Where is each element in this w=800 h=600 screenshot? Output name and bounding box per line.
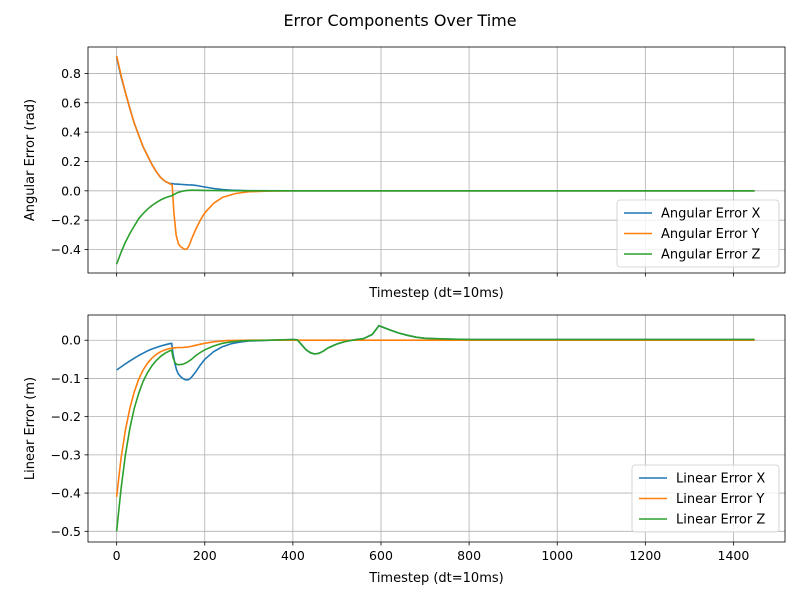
linear-x-tick-label: 600	[369, 548, 393, 563]
linear-legend-label: Linear Error X	[676, 472, 765, 487]
linear-series-line-1	[116, 324, 755, 381]
angular-legend-label: Angular Error Y	[661, 227, 759, 242]
figure-title: Error Components Over Time	[283, 11, 516, 30]
linear-y-tick-label: −0.2	[51, 409, 81, 424]
linear-x-tick-label: 1200	[629, 548, 661, 563]
angular-legend-box	[616, 199, 780, 268]
angular-legend-label: Angular Error Z	[661, 248, 760, 263]
linear-y-tick-label: −0.4	[51, 486, 81, 501]
linear-legend: Linear Error X Linear Error Y Linear Error…	[631, 464, 780, 533]
linear-x-tick-label: 1400	[718, 548, 750, 563]
angular-y-tick-label: 0.4	[61, 125, 81, 140]
angular-series-lines	[115, 55, 755, 265]
angular-y-axis-label: Angular Error (rad)	[23, 99, 38, 221]
linear-legend-box	[631, 464, 780, 533]
angular-legend: Angular Error X Angular Error Y Angular Er…	[616, 199, 780, 268]
linear-series-line-3	[115, 324, 755, 532]
angular-x-axis-label: Timestep (dt=10ms)	[368, 286, 503, 301]
angular-series-line-3	[115, 189, 755, 265]
linear-x-tick-label: 1000	[541, 548, 573, 563]
linear-y-axis-label: Linear Error (m)	[23, 377, 38, 480]
linear-y-tick-label: −0.3	[51, 447, 81, 462]
linear-error-subplot: 0 200 400 600 800 1000 1200 1400 −0.5 −0.4 −0.3 −0.…	[23, 314, 786, 586]
angular-y-tick-label: 0.8	[61, 66, 81, 81]
linear-legend-label: Linear Error Y	[676, 492, 764, 507]
angular-series-line-1	[115, 57, 755, 192]
linear-y-tick-label: −0.1	[51, 371, 81, 386]
linear-ticks: 0 200 400 600 800 1000 1200 1400 −0.5 −0.4 −0.3 −0.…	[51, 333, 750, 563]
angular-legend-label: Angular Error X	[661, 207, 760, 222]
linear-x-tick-label: 200	[193, 548, 217, 563]
linear-axes-frame	[87, 314, 786, 543]
linear-series-lines	[115, 324, 755, 532]
linear-legend-label: Linear Error Z	[676, 513, 765, 528]
linear-y-tick-label: 0.0	[61, 333, 81, 348]
angular-y-tick-label: 0.6	[61, 95, 81, 110]
angular-error-subplot: −0.4 −0.2 0.0 0.2 0.4 0.6 0.8 Timestep (dt=10m…	[23, 46, 786, 301]
angular-y-tick-label: 0.0	[61, 183, 81, 198]
angular-y-tick-label: −0.4	[51, 242, 81, 257]
linear-y-tick-label: −0.5	[51, 524, 81, 539]
linear-x-tick-label: 400	[281, 548, 305, 563]
angular-y-tick-label: −0.2	[51, 213, 81, 228]
linear-x-tick-label: 800	[457, 548, 481, 563]
linear-x-tick-label: 0	[113, 548, 121, 563]
angular-series-line-2	[115, 55, 755, 251]
angular-axes-frame	[87, 46, 786, 274]
angular-ticks: −0.4 −0.2 0.0 0.2 0.4 0.6 0.8	[51, 66, 734, 277]
angular-y-tick-label: 0.2	[61, 154, 81, 169]
linear-x-axis-label: Timestep (dt=10ms)	[368, 571, 503, 586]
